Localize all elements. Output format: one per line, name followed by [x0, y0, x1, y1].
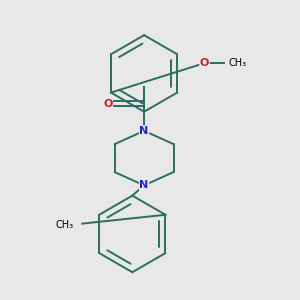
Text: N: N: [140, 180, 149, 190]
Text: CH₃: CH₃: [55, 220, 74, 230]
Text: O: O: [200, 58, 209, 68]
Text: O: O: [103, 99, 112, 109]
Text: N: N: [140, 126, 149, 136]
Text: CH₃: CH₃: [228, 58, 246, 68]
